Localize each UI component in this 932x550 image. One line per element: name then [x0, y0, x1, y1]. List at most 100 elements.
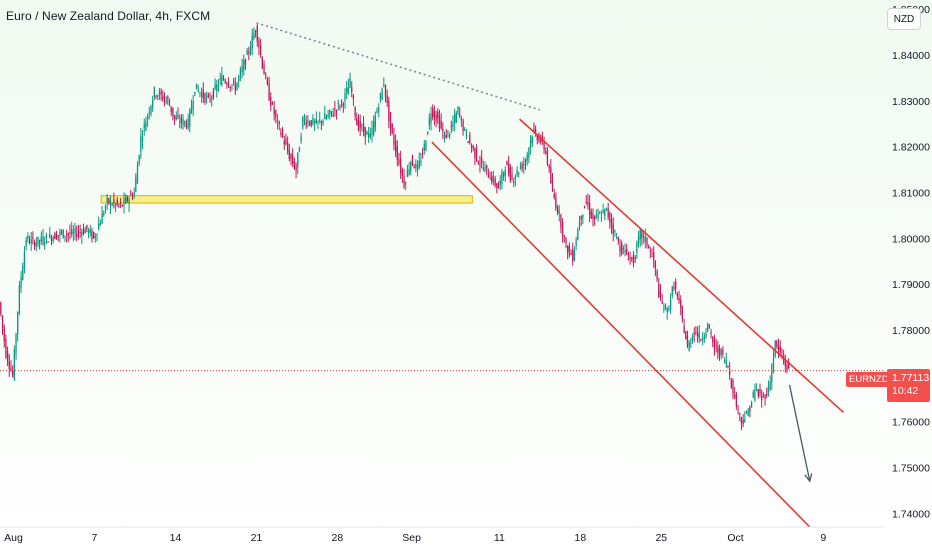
candle-body: [50, 237, 53, 242]
candle-body: [492, 176, 495, 182]
candle-body: [710, 332, 712, 334]
candle-body: [524, 159, 527, 162]
candle-body: [310, 120, 312, 126]
candle-body: [369, 133, 371, 138]
candle-body: [231, 84, 233, 86]
candle-body: [146, 115, 149, 119]
candle-body: [725, 360, 727, 365]
candle-body: [588, 202, 591, 215]
candle-body: [693, 332, 695, 335]
dotted-trendline: [256, 22, 541, 111]
currency-badge[interactable]: NZD: [887, 8, 921, 30]
candle-body: [438, 116, 441, 129]
candle-body: [187, 118, 189, 129]
candle-body: [6, 351, 9, 363]
candle-body: [172, 107, 174, 117]
y-tick-label: 1.74000: [892, 508, 930, 520]
channel-upper-line: [519, 118, 845, 414]
candle-body: [548, 165, 550, 169]
candle-body: [197, 89, 199, 92]
candle-body: [744, 419, 746, 422]
candle-body: [717, 346, 719, 353]
candle-body: [433, 111, 436, 118]
candle-body: [111, 204, 113, 206]
candle-body: [145, 122, 147, 131]
candle-body: [281, 129, 284, 137]
candle-body: [165, 99, 167, 103]
candle-body: [283, 141, 285, 145]
symbol-tag: EURNZD: [846, 372, 892, 387]
x-tick-label: Sep: [402, 532, 421, 544]
candle-body: [536, 136, 538, 141]
candle-body: [42, 236, 44, 244]
candle-body: [292, 154, 294, 164]
candle-body: [621, 243, 623, 254]
x-tick-label: 9: [820, 532, 826, 544]
candle-body: [452, 123, 454, 127]
candle-body: [118, 204, 120, 206]
candle-body: [504, 169, 506, 176]
candle-body: [393, 135, 395, 145]
candle-body: [678, 297, 680, 302]
candle-body: [708, 325, 711, 327]
candle-body: [219, 78, 221, 81]
candle-body: [27, 236, 29, 239]
candle-body: [671, 286, 673, 295]
candle-body: [246, 50, 248, 55]
candle-body: [661, 300, 663, 304]
candle-body: [236, 82, 238, 90]
candle-body: [175, 117, 177, 120]
candle-body: [705, 331, 707, 338]
candle-body: [140, 135, 142, 152]
candle-body: [59, 231, 61, 235]
candle-body: [648, 246, 650, 249]
x-tick-label: 18: [574, 532, 586, 544]
y-tick-label: 1.80000: [892, 233, 930, 245]
candle-body: [136, 165, 139, 184]
x-tick-label: Oct: [727, 532, 743, 544]
candle-body: [143, 123, 145, 129]
y-tick-label: 1.81000: [892, 187, 930, 199]
candle-body: [712, 337, 714, 343]
candle-body: [428, 117, 430, 126]
candle-body: [556, 207, 559, 214]
candle-body: [577, 229, 579, 241]
candle-body: [683, 325, 685, 334]
candle-body: [160, 91, 162, 95]
candle-body: [561, 222, 564, 237]
candle-body: [227, 82, 230, 87]
y-tick-label: 1.82000: [892, 142, 930, 154]
candle-body: [639, 229, 641, 240]
candle-body: [47, 241, 49, 243]
candle-body: [3, 326, 5, 342]
candle-body: [695, 331, 697, 333]
candle-body: [722, 349, 724, 354]
candle-body: [622, 248, 625, 250]
candle-body: [357, 119, 360, 131]
candle-body: [533, 128, 535, 133]
candle-body: [786, 365, 788, 371]
candle-body: [641, 230, 643, 239]
channel-lower-line: [431, 141, 811, 528]
candle-body: [646, 237, 648, 246]
candle-body: [415, 163, 417, 169]
candle-body: [10, 368, 12, 371]
candle-body: [776, 340, 778, 347]
candle-body: [769, 381, 771, 390]
candle-body: [62, 229, 64, 238]
candle-body: [587, 201, 589, 206]
candle-body: [278, 121, 280, 124]
candle-body: [573, 250, 576, 261]
candle-body: [754, 388, 756, 401]
candle-body: [764, 395, 766, 400]
candle-body: [226, 83, 228, 85]
candle-body: [499, 180, 501, 185]
candle-body: [195, 83, 198, 90]
y-tick-label: 1.76000: [892, 417, 930, 429]
candle-body: [592, 213, 594, 220]
candle-body: [558, 211, 560, 214]
candle-body: [546, 150, 549, 164]
candle-body: [28, 241, 31, 244]
candle-body: [173, 115, 176, 119]
